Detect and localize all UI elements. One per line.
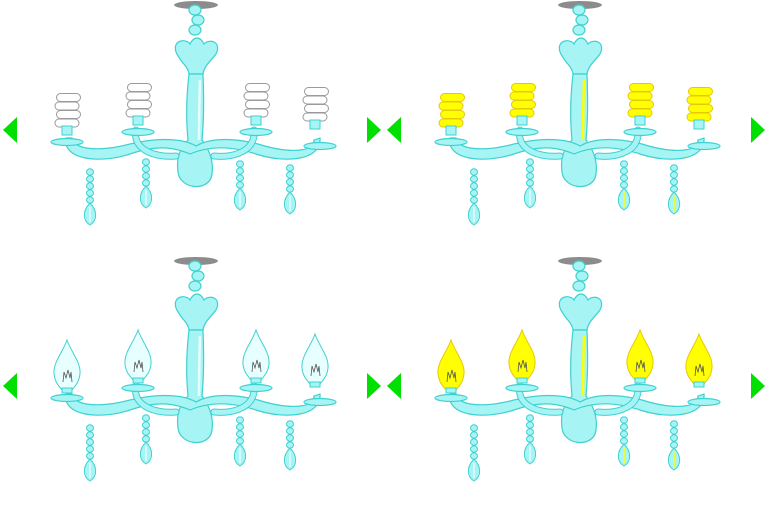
center-stem [560, 329, 597, 444]
crystal-pendant [83, 168, 97, 226]
crystal-pendant [467, 168, 481, 226]
stem-highlight [581, 79, 586, 141]
candle-cup [505, 127, 539, 137]
stem-highlight [197, 335, 202, 397]
cfl-bulb-icon [302, 87, 329, 130]
candle-cup [121, 383, 155, 393]
chandelier-candle-off [50, 257, 337, 482]
candle-cup [50, 393, 84, 403]
chain-link [572, 260, 586, 272]
candle-cup [434, 393, 468, 403]
prev-arrow-icon[interactable] [387, 373, 401, 399]
prev-arrow-icon[interactable] [387, 117, 401, 143]
center-stem [176, 329, 213, 444]
cfl-bulb-icon [125, 83, 152, 126]
candle-cup [623, 383, 657, 393]
candle-cup [239, 383, 273, 393]
cfl-bulb-icon [509, 83, 536, 126]
candle-bulb-icon [626, 328, 654, 384]
chandelier-arms [449, 137, 705, 160]
crystal-pendant [467, 424, 481, 482]
crown [558, 293, 603, 331]
chandelier-body [50, 257, 337, 482]
candle-bulb-icon [53, 338, 81, 394]
crystal-pendant [617, 416, 631, 467]
candle-bulb-icon [685, 332, 713, 388]
crystal-pendant [233, 160, 247, 211]
crystal-pendant [617, 160, 631, 211]
stem-highlight [581, 335, 586, 397]
chandelier-panel-candle-on [384, 256, 768, 512]
chain-link [188, 260, 202, 272]
chandelier-arms [65, 137, 321, 160]
chain-link [188, 280, 202, 292]
candle-cup [505, 383, 539, 393]
candle-bulb-icon [124, 328, 152, 384]
candle-cup [303, 141, 337, 151]
chandelier-panel-candle-off [0, 256, 384, 512]
crown [558, 37, 603, 75]
next-arrow-icon[interactable] [367, 373, 381, 399]
candle-cup [121, 127, 155, 137]
chandelier-panel-cfl-off [0, 0, 384, 256]
chandelier-body [434, 1, 721, 226]
candle-bulb-icon [437, 338, 465, 394]
candle-cup [623, 127, 657, 137]
chain-link [572, 4, 586, 16]
crystal-pendant [139, 158, 153, 209]
crystal-pendant [667, 420, 681, 471]
prev-arrow-icon[interactable] [3, 117, 17, 143]
crystal-pendant [139, 414, 153, 465]
crystal-pendant [83, 424, 97, 482]
crystal-pendant [283, 164, 297, 215]
chain-link [572, 280, 586, 292]
chandelier-cfl-off [50, 1, 337, 226]
crown [174, 37, 219, 75]
candle-bulb-icon [301, 332, 329, 388]
candle-cup [434, 137, 468, 147]
chain-link [191, 270, 205, 282]
crystal-pendant [283, 420, 297, 471]
chain-link [575, 14, 589, 26]
cfl-bulb-icon [54, 93, 81, 136]
cfl-bulb-icon [438, 93, 465, 136]
candle-cup [50, 137, 84, 147]
crystal-pendant [523, 414, 537, 465]
chandelier-arms [449, 393, 705, 416]
cfl-bulb-icon [686, 87, 713, 130]
candle-cup [239, 127, 273, 137]
chandelier-arms [65, 393, 321, 416]
chain-link [572, 24, 586, 36]
candle-bulb-icon [242, 328, 270, 384]
stem-highlight [197, 79, 202, 141]
chandelier-body [50, 1, 337, 226]
chandelier-candle-on [434, 257, 721, 482]
crown [174, 293, 219, 331]
candle-bulb-icon [508, 328, 536, 384]
center-stem [560, 73, 597, 188]
crystal-pendant [667, 164, 681, 215]
chain-link [188, 4, 202, 16]
center-stem [176, 73, 213, 188]
chain-link [575, 270, 589, 282]
cfl-bulb-icon [627, 83, 654, 126]
cfl-bulb-icon [243, 83, 270, 126]
chandelier-cfl-on [434, 1, 721, 226]
chandelier-panel-cfl-on [384, 0, 768, 256]
chain-link [191, 14, 205, 26]
prev-arrow-icon[interactable] [3, 373, 17, 399]
crystal-pendant [523, 158, 537, 209]
chandelier-body [434, 257, 721, 482]
candle-cup [687, 141, 721, 151]
chain-link [188, 24, 202, 36]
candle-cup [303, 397, 337, 407]
next-arrow-icon[interactable] [751, 117, 765, 143]
next-arrow-icon[interactable] [367, 117, 381, 143]
crystal-pendant [233, 416, 247, 467]
candle-cup [687, 397, 721, 407]
next-arrow-icon[interactable] [751, 373, 765, 399]
